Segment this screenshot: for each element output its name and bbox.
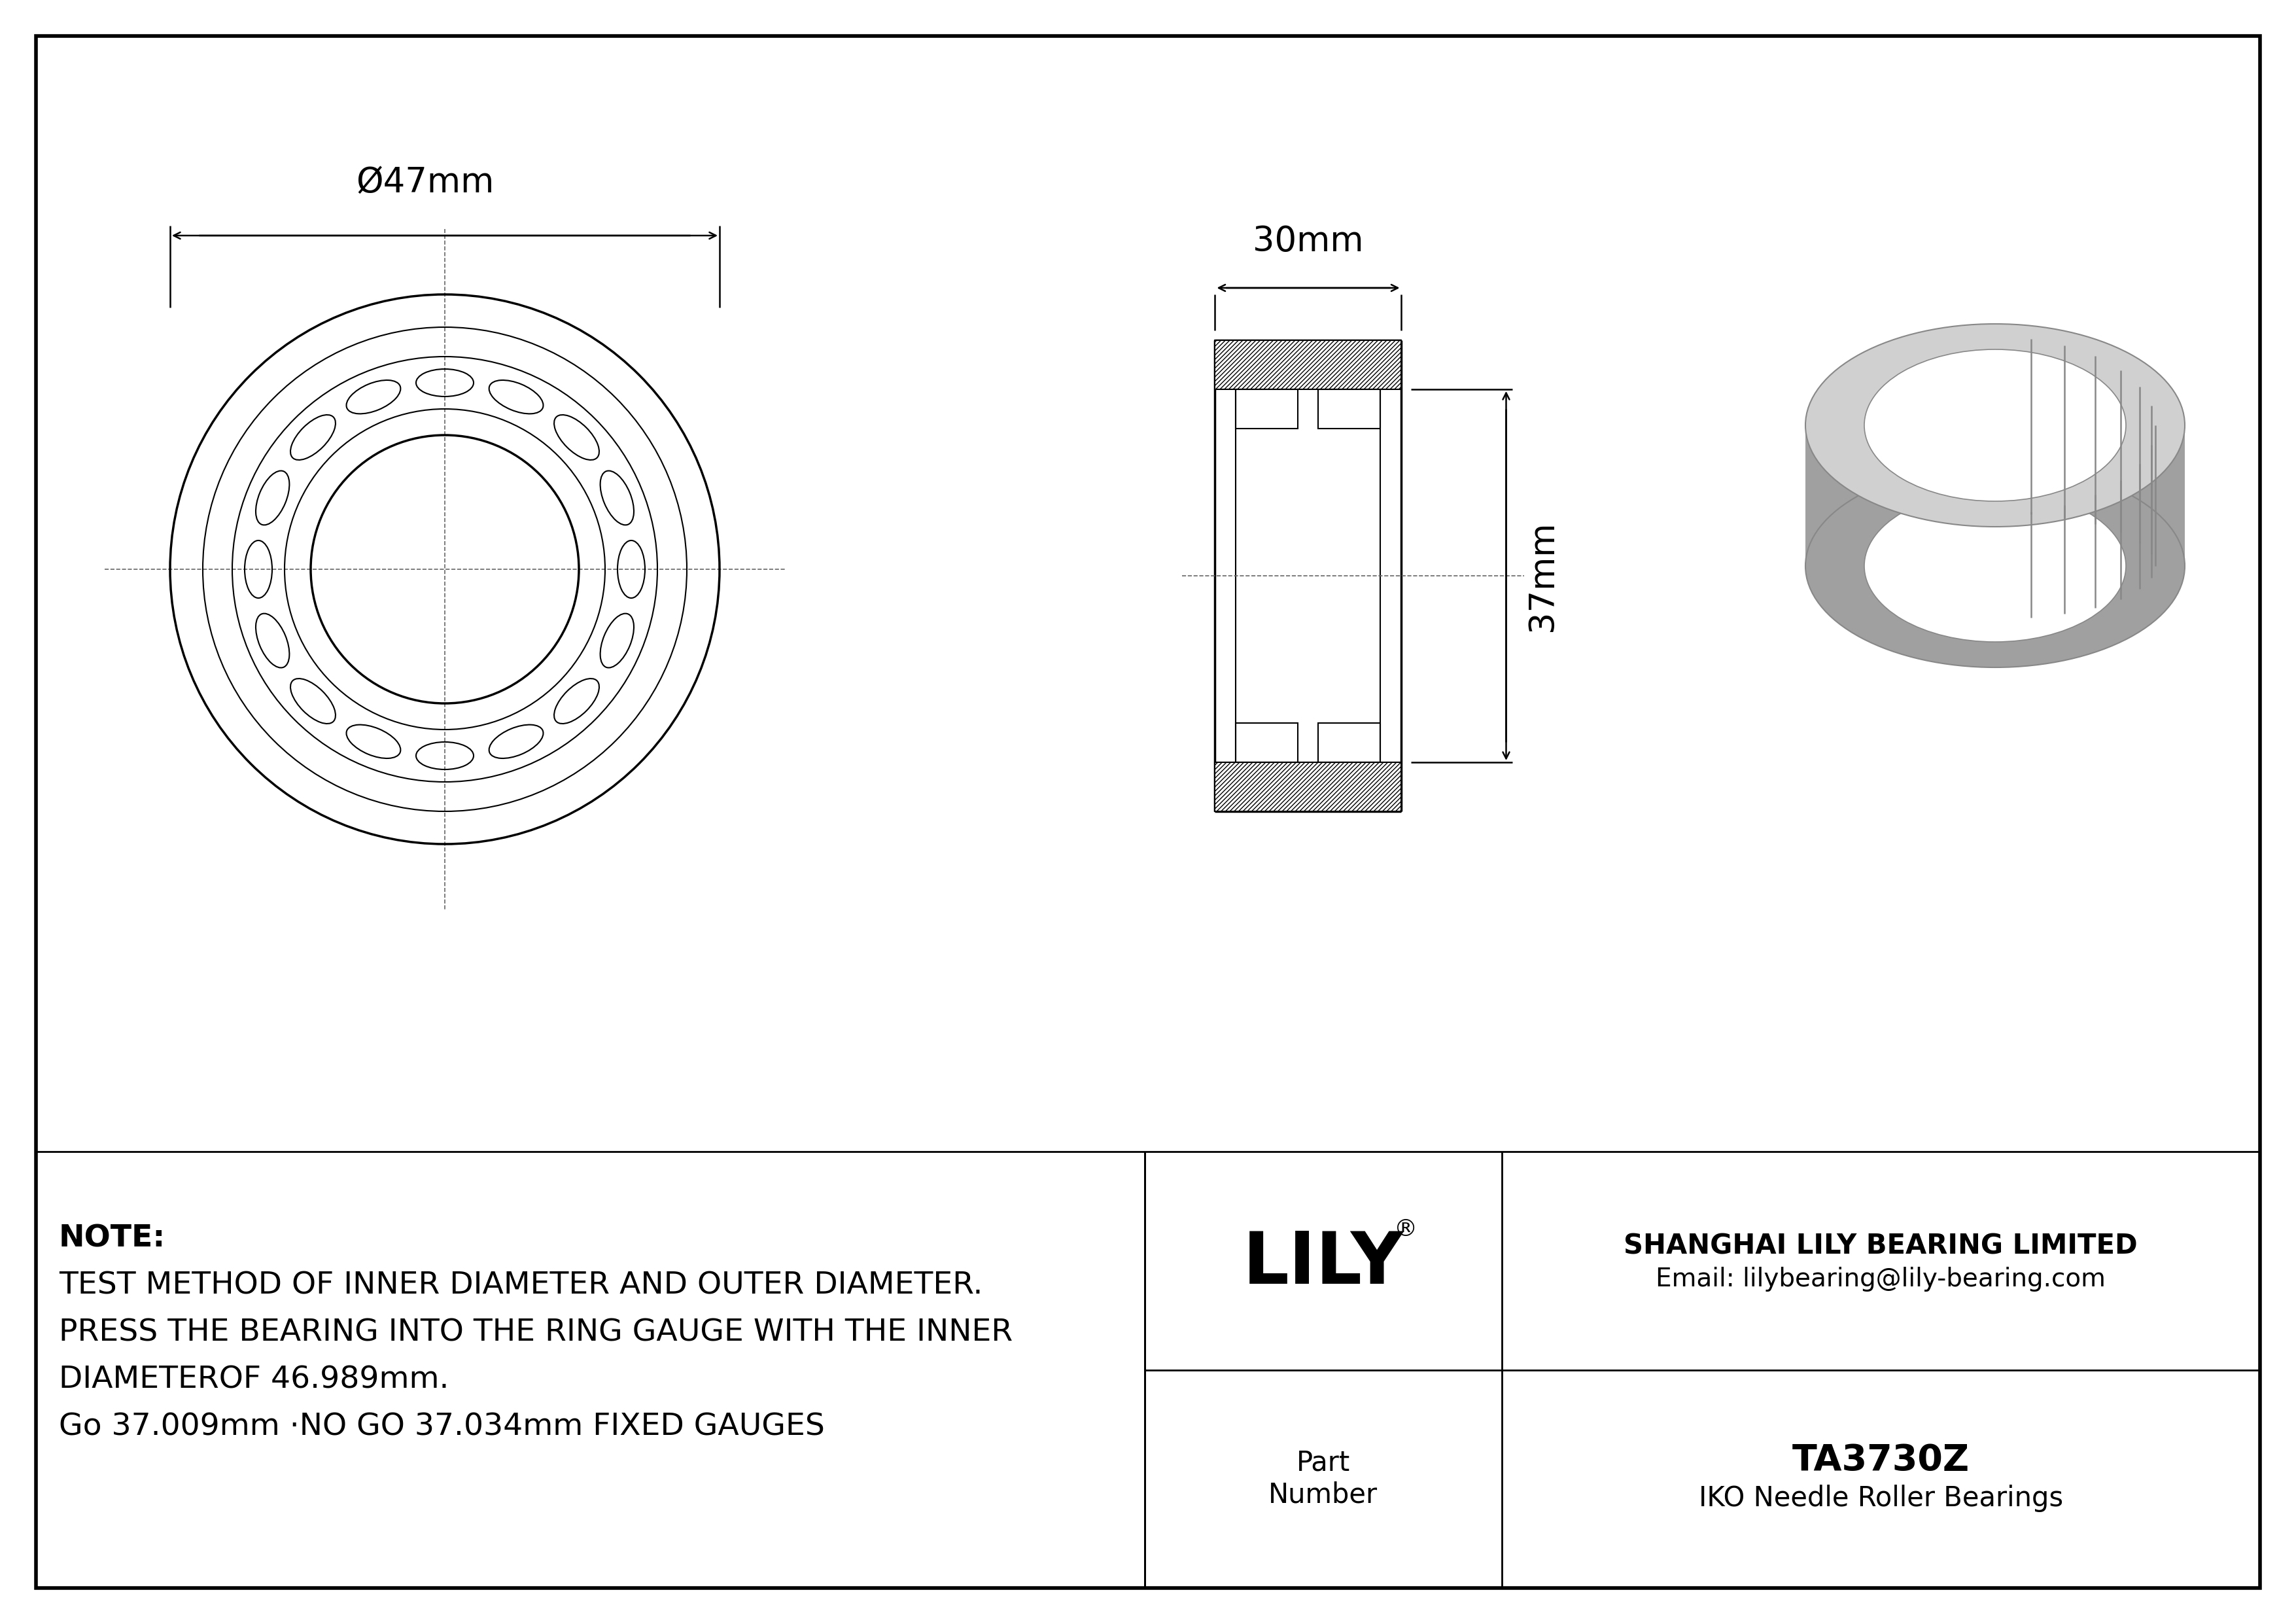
Text: 30mm: 30mm	[1254, 224, 1364, 258]
Text: ®: ®	[1394, 1218, 1417, 1241]
Text: PRESS THE BEARING INTO THE RING GAUGE WITH THE INNER: PRESS THE BEARING INTO THE RING GAUGE WI…	[60, 1317, 1013, 1348]
Text: TA3730Z: TA3730Z	[1793, 1442, 1970, 1478]
Bar	[1235, 390, 1297, 429]
Text: Part
Number: Part Number	[1267, 1449, 1378, 1509]
Text: DIAMETEROF 46.989mm.: DIAMETEROF 46.989mm.	[60, 1364, 450, 1395]
Ellipse shape	[1805, 323, 2186, 526]
Bar	[1235, 723, 1297, 762]
Bar	[1318, 723, 1380, 762]
Text: Email: lilybearing@lily-bearing.com: Email: lilybearing@lily-bearing.com	[1655, 1267, 2105, 1291]
Bar	[1318, 390, 1380, 429]
Text: 37mm: 37mm	[1525, 520, 1559, 632]
Bar	[1215, 762, 1401, 812]
Text: Ø47mm: Ø47mm	[356, 166, 494, 200]
Ellipse shape	[1864, 490, 2126, 641]
Ellipse shape	[1805, 464, 2186, 667]
Polygon shape	[1864, 425, 2126, 567]
Bar	[1215, 341, 1401, 390]
Ellipse shape	[1864, 349, 2126, 502]
Text: Go 37.009mm ·NO GO 37.034mm FIXED GAUGES: Go 37.009mm ·NO GO 37.034mm FIXED GAUGES	[60, 1411, 824, 1442]
Text: NOTE:: NOTE:	[60, 1223, 165, 1254]
Text: IKO Needle Roller Bearings: IKO Needle Roller Bearings	[1699, 1484, 2064, 1512]
Polygon shape	[1805, 425, 2186, 567]
Text: LILY: LILY	[1242, 1229, 1403, 1299]
Text: SHANGHAI LILY BEARING LIMITED: SHANGHAI LILY BEARING LIMITED	[1623, 1233, 2138, 1260]
Text: TEST METHOD OF INNER DIAMETER AND OUTER DIAMETER.: TEST METHOD OF INNER DIAMETER AND OUTER …	[60, 1270, 983, 1301]
